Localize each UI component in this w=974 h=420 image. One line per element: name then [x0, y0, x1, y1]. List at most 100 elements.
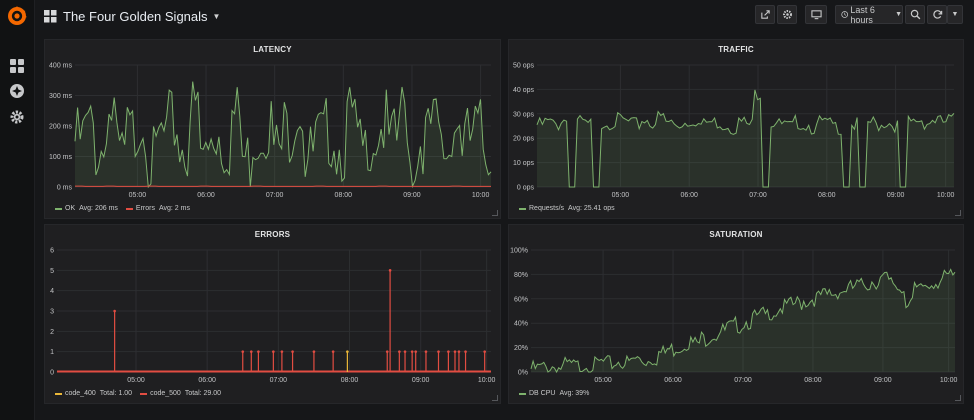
caret-down-icon: ▼	[951, 11, 959, 18]
legend-item-ok[interactable]: OK Avg: 206 ms	[55, 205, 118, 212]
y-tick-label: 100 ms	[49, 154, 72, 161]
share-icon	[760, 10, 770, 19]
legend: Requests/s Avg: 25.41 ops	[519, 205, 623, 212]
latency-panel[interactable]: LATENCY 0 ms 100 ms 200 ms 300 ms 400 ms 05:0…	[44, 39, 501, 219]
legend-series-name: Errors	[135, 205, 155, 212]
saturation-chart[interactable]: 0% 20% 40% 60% 80% 100% 05:00 06:00 07:00 08:00 09…	[509, 225, 965, 405]
legend-series-name: DB CPU	[529, 390, 556, 397]
legend: code_400 Total: 1.00 code_500 Total: 29.…	[55, 390, 229, 397]
x-tick-label: 10:00	[472, 192, 490, 199]
x-tick-label: 06:00	[680, 192, 698, 199]
error-point	[403, 350, 407, 353]
error-point	[249, 350, 253, 353]
x-tick-label: 07:00	[270, 377, 288, 384]
y-tick-label: 300 ms	[49, 93, 72, 100]
legend-swatch	[55, 392, 62, 395]
time-range-picker[interactable]: Last 6 hours ▼	[835, 4, 903, 25]
errors-chart[interactable]: 0 1 2 3 4 5 6 05:00 06:00 07:00 08:00 09:00 10:00	[45, 225, 502, 405]
latency-chart[interactable]: 0 ms 100 ms 200 ms 300 ms 400 ms 05:00 06:00 07…	[45, 40, 502, 220]
y-tick-label: 10 ops	[513, 160, 535, 167]
tv-mode-button[interactable]	[805, 5, 827, 24]
dashboard-grid-icon	[44, 9, 57, 22]
legend: OK Avg: 206 ms Errors Avg: 2 ms	[55, 205, 198, 212]
gear-icon[interactable]	[9, 109, 25, 125]
refresh-button[interactable]	[927, 5, 947, 24]
error-point	[257, 350, 260, 353]
legend-swatch	[519, 207, 526, 210]
y-tick-label: 2	[50, 329, 54, 336]
legend-item-errors[interactable]: Errors Avg: 2 ms	[125, 205, 190, 212]
legend-series-name: OK	[65, 205, 76, 212]
y-tick-label: 100%	[510, 248, 528, 255]
legend-stat: Total: 29.00	[184, 390, 222, 397]
refresh-interval-dropdown[interactable]: ▼	[947, 5, 963, 24]
errors-panel[interactable]: ERRORS 0 1 2 3 4 5 6 05:00 06:00 07:00 08:00 09:00 1…	[44, 224, 501, 404]
error-point	[272, 350, 275, 353]
dashboard-picker[interactable]: The Four Golden Signals ▼	[44, 6, 220, 26]
resize-handle[interactable]	[492, 210, 498, 216]
dashboard-title: The Four Golden Signals	[63, 8, 208, 24]
legend-stat: Total: 1.00	[99, 390, 133, 397]
legend-series-name: Requests/s	[529, 205, 565, 212]
legend-stat: Avg: 39%	[559, 390, 590, 397]
time-range-label: Last 6 hours	[850, 4, 875, 25]
legend-item-code-400[interactable]: code_400 Total: 1.00	[55, 390, 132, 397]
error-point	[424, 350, 428, 353]
resize-handle[interactable]	[955, 210, 961, 216]
x-tick-label: 08:00	[804, 377, 822, 384]
x-tick-label: 10:00	[937, 192, 955, 199]
error-point	[447, 350, 450, 353]
x-tick-label: 08:00	[341, 377, 359, 384]
series-line	[536, 89, 955, 188]
resize-handle[interactable]	[492, 395, 498, 401]
y-tick-label: 5	[50, 268, 54, 275]
error-point	[483, 350, 486, 353]
refresh-icon	[932, 10, 942, 19]
error-point	[388, 269, 392, 272]
dashboard-settings-button[interactable]	[777, 5, 797, 24]
share-button[interactable]	[755, 5, 775, 24]
error-point	[291, 350, 294, 353]
x-tick-label: 06:00	[664, 377, 682, 384]
x-tick-label: 06:00	[197, 192, 215, 199]
dashboards-icon[interactable]	[9, 58, 25, 74]
panel-title[interactable]: SATURATION	[709, 230, 763, 239]
error-point	[312, 350, 316, 353]
caret-down-icon: ▼	[212, 11, 221, 21]
legend: DB CPU Avg: 39%	[519, 390, 597, 397]
x-tick-label: 05:00	[129, 192, 147, 199]
x-tick-label: 10:00	[478, 377, 496, 384]
legend-item-db-cpu[interactable]: DB CPU Avg: 39%	[519, 390, 589, 397]
error-point	[398, 350, 401, 353]
explore-icon[interactable]	[9, 83, 25, 99]
panel-title[interactable]: ERRORS	[254, 230, 291, 239]
y-tick-label: 40 ops	[513, 87, 535, 94]
traffic-chart[interactable]: 0 ops 10 ops 20 ops 30 ops 40 ops 50 ops 05:00…	[509, 40, 965, 220]
traffic-panel[interactable]: TRAFFIC 0 ops 10 ops 20 ops 30 ops 40 ops 50 …	[508, 39, 964, 219]
x-tick-label: 07:00	[266, 192, 284, 199]
legend-series-name: code_500	[150, 390, 181, 397]
tv-mode-icon	[810, 10, 822, 20]
y-tick-label: 0 ops	[517, 185, 535, 192]
y-tick-label: 1	[50, 349, 54, 356]
x-tick-label: 05:00	[594, 377, 612, 384]
legend-series-name: code_400	[65, 390, 96, 397]
y-tick-label: 6	[50, 248, 54, 255]
x-tick-label: 09:00	[412, 377, 430, 384]
y-tick-label: 80%	[514, 272, 528, 279]
error-point	[113, 309, 116, 313]
x-tick-label: 07:00	[749, 192, 767, 199]
panel-title[interactable]: TRAFFIC	[718, 45, 754, 54]
error-point	[331, 350, 335, 353]
resize-handle[interactable]	[955, 395, 961, 401]
error-point	[464, 350, 467, 353]
x-tick-label: 08:00	[335, 192, 353, 199]
saturation-panel[interactable]: SATURATION 0% 20% 40% 60% 80% 100% 05:00 06:00 0…	[508, 224, 964, 404]
zoom-out-button[interactable]	[905, 5, 925, 24]
grafana-logo-icon[interactable]	[6, 5, 28, 27]
y-tick-label: 400 ms	[49, 63, 72, 70]
legend-item-code-500[interactable]: code_500 Total: 29.00	[140, 390, 221, 397]
panel-title[interactable]: LATENCY	[253, 45, 292, 54]
x-tick-label: 08:00	[818, 192, 836, 199]
legend-item-requests[interactable]: Requests/s Avg: 25.41 ops	[519, 205, 615, 212]
